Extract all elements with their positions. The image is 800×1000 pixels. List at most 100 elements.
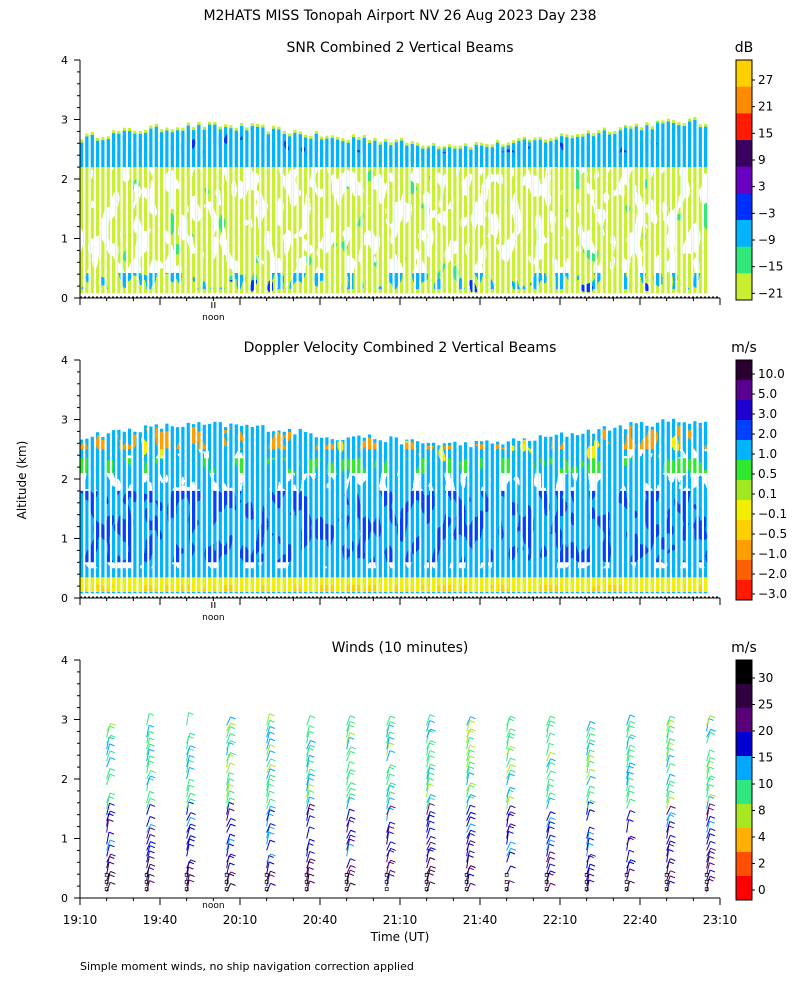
- wind-barb: [426, 827, 431, 839]
- wind-barb-flag: [670, 840, 676, 844]
- wind-barb: [306, 731, 310, 744]
- wind-barb: [186, 760, 190, 774]
- wind-barb-flag: [670, 834, 676, 838]
- wind-barb-flag: [668, 825, 675, 829]
- wind-barb: [706, 828, 711, 839]
- wind-barb-flag: [589, 791, 595, 795]
- wind-barb: [466, 782, 472, 792]
- wind-barb-flag: [669, 875, 676, 879]
- wind-barb: [186, 838, 191, 851]
- wind-barb: [106, 735, 112, 744]
- colorbar-swatch: [736, 732, 752, 757]
- wind-barb: [386, 859, 392, 869]
- wind-barb-flag: [549, 797, 555, 801]
- wind-barb: [146, 743, 151, 756]
- wind-barb-flag: [629, 868, 635, 872]
- wind-barb: [146, 850, 150, 863]
- wind-barb-flag: [350, 746, 356, 750]
- wind-barb-flag: [349, 808, 355, 812]
- y-tick-label: 3: [61, 714, 68, 727]
- wind-barb-flag: [190, 835, 196, 839]
- wind-barb: [706, 851, 711, 863]
- wind-barb: [106, 819, 109, 833]
- wind-barb-flag: [628, 819, 634, 822]
- wind-barb: [266, 750, 271, 762]
- calm-marker: [104, 872, 109, 877]
- wind-barb: [106, 839, 111, 851]
- wind-barb-flag: [149, 743, 155, 747]
- doppler-colorbar: 10.0 5.0 3.0 2.0 1.0 0.5 0.1 −0.1 −0.5 −1.0 −2.0 −3…: [735, 359, 787, 601]
- wind-barb-flag: [390, 805, 396, 809]
- wind-barb-flag: [589, 749, 595, 753]
- wind-barb-flag: [470, 865, 476, 869]
- wind-barb-flag: [390, 841, 396, 845]
- doppler-axes: 0 1 2 3 4 noon: [61, 354, 721, 623]
- wind-barb: [706, 803, 711, 815]
- wind-barb: [426, 814, 430, 827]
- wind-barb-flag: [709, 855, 715, 859]
- wind-barb-flag: [548, 784, 555, 788]
- wind-barb: [266, 832, 270, 845]
- wind-barb: [506, 757, 511, 768]
- vel-band-top-orange: [80, 421, 708, 451]
- wind-barb: [186, 867, 189, 881]
- wind-barb-flag: [110, 870, 116, 874]
- wind-barb: [706, 862, 710, 875]
- wind-barb-flag: [269, 744, 276, 748]
- wind-barb: [386, 841, 392, 851]
- wind-barb: [186, 812, 192, 821]
- wind-barb-flag: [149, 880, 155, 884]
- wind-barb: [146, 725, 150, 738]
- wind-barb-flag: [430, 794, 436, 797]
- wind-barb-flag: [188, 879, 195, 883]
- wind-barb-flag: [308, 789, 315, 793]
- wind-barb: [266, 823, 271, 833]
- wind-barb-flag: [268, 861, 275, 865]
- wind-barb-flag: [429, 827, 436, 831]
- colorbar-swatch: [736, 420, 752, 441]
- snr-units-label: dB: [735, 40, 754, 56]
- noon-label: noon: [202, 901, 224, 911]
- wind-barb: [506, 787, 511, 798]
- wind-barb-flag: [190, 792, 196, 796]
- wind-barb-flag: [108, 831, 115, 835]
- wind-barb-flag: [629, 720, 636, 724]
- wind-barb: [546, 797, 551, 809]
- wind-barb: [706, 766, 710, 780]
- wind-barb-flag: [589, 768, 596, 772]
- wind-barb: [426, 865, 432, 875]
- colorbar-label: 25: [758, 698, 773, 712]
- wind-barb-flag: [469, 761, 475, 765]
- wind-barb: [466, 850, 470, 863]
- wind-barb-flag: [109, 839, 116, 843]
- y-tick-label: 0: [61, 892, 68, 905]
- wind-barb-flag: [390, 715, 396, 719]
- wind-barb-flag: [628, 777, 634, 781]
- wind-barb: [506, 841, 512, 851]
- wind-barb: [586, 809, 591, 821]
- wind-barb-flag: [149, 737, 155, 741]
- wind-barb-flag: [349, 761, 355, 765]
- wind-barb: [586, 786, 591, 797]
- colorbar-swatch: [736, 220, 752, 248]
- wind-barb: [106, 844, 110, 857]
- calm-marker: [384, 872, 389, 877]
- wind-barb-flag: [229, 726, 235, 730]
- wind-barb-flag: [468, 766, 475, 770]
- wind-barb: [266, 713, 270, 726]
- wind-barb-flag: [309, 838, 315, 842]
- wind-barb: [266, 783, 270, 797]
- wind-barb-flag: [268, 778, 275, 782]
- wind-barb: [266, 720, 271, 732]
- wind-barb: [466, 829, 472, 839]
- wind-barb: [306, 880, 311, 893]
- wind-barb-flag: [428, 872, 434, 876]
- wind-barb-flag: [229, 762, 236, 766]
- calm-marker: [504, 880, 509, 884]
- wind-barb: [586, 749, 591, 762]
- wind-barb: [506, 773, 511, 786]
- calm-marker: [224, 887, 229, 891]
- wind-barb-flag: [509, 773, 515, 777]
- wind-barb: [226, 784, 230, 797]
